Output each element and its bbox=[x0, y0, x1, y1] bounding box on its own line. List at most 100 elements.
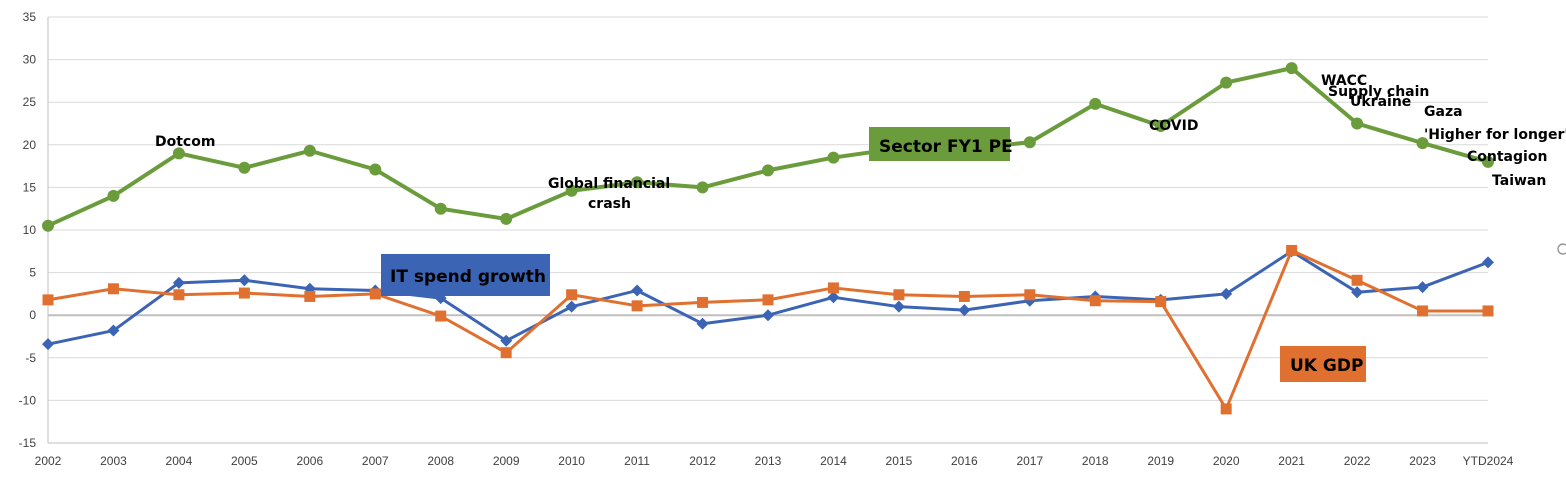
x-tick-label: 2017 bbox=[1016, 454, 1043, 468]
series-sector-fy1-pe bbox=[42, 62, 1494, 232]
data-point bbox=[500, 212, 513, 225]
y-axis-ticks: -15 -10 -5 0 5 10 15 20 25 30 35 bbox=[19, 10, 37, 450]
data-point bbox=[1351, 286, 1364, 299]
data-point bbox=[107, 189, 120, 202]
data-point bbox=[1416, 281, 1429, 294]
x-tick-label: 2004 bbox=[166, 454, 193, 468]
data-point bbox=[42, 294, 54, 306]
data-point bbox=[631, 284, 644, 297]
data-point bbox=[238, 287, 250, 299]
data-point bbox=[173, 289, 185, 301]
resize-handle[interactable] bbox=[1557, 243, 1566, 255]
data-point bbox=[107, 283, 119, 295]
data-point bbox=[500, 334, 513, 347]
data-point bbox=[303, 144, 316, 157]
x-tick-label: 2012 bbox=[689, 454, 716, 468]
data-point bbox=[893, 289, 905, 301]
data-point bbox=[1351, 117, 1364, 130]
x-tick-label: 2018 bbox=[1082, 454, 1109, 468]
data-point bbox=[697, 296, 709, 308]
data-point bbox=[696, 181, 709, 194]
x-tick-label: 2020 bbox=[1213, 454, 1240, 468]
y-tick-label: -10 bbox=[19, 393, 37, 407]
data-point bbox=[1155, 296, 1167, 308]
x-tick-label: 2008 bbox=[427, 454, 454, 468]
x-axis-ticks: 2002 2003 2004 2005 2006 2007 2008 2009 2010 2011… bbox=[35, 454, 1514, 468]
y-tick-label: 25 bbox=[23, 95, 37, 109]
data-point bbox=[565, 300, 578, 313]
x-tick-label: 2010 bbox=[558, 454, 585, 468]
y-tick-label: 35 bbox=[23, 10, 37, 24]
data-point bbox=[631, 300, 643, 312]
x-tick-label: 2016 bbox=[951, 454, 978, 468]
data-point bbox=[827, 291, 840, 304]
annotation-taiwan: Taiwan bbox=[1492, 173, 1546, 189]
x-tick-label: 2023 bbox=[1409, 454, 1436, 468]
annotation-dotcom: Dotcom bbox=[155, 134, 215, 150]
data-point bbox=[369, 288, 381, 300]
x-tick-label: 2002 bbox=[35, 454, 62, 468]
data-point bbox=[238, 161, 251, 174]
data-point bbox=[762, 164, 774, 177]
data-point bbox=[892, 300, 905, 313]
x-tick-label: 2003 bbox=[100, 454, 127, 468]
data-point bbox=[1023, 136, 1036, 149]
data-point bbox=[565, 184, 578, 197]
annotation-ukraine: Ukraine bbox=[1350, 94, 1411, 110]
data-point bbox=[500, 347, 512, 359]
data-point bbox=[696, 317, 709, 330]
annotation-gfc-line1: Global financial bbox=[548, 176, 670, 192]
data-point bbox=[1351, 274, 1363, 286]
x-tick-label: 2006 bbox=[296, 454, 323, 468]
series-label-text: IT spend growth bbox=[390, 267, 546, 287]
data-point bbox=[1220, 76, 1233, 89]
data-point bbox=[1024, 289, 1036, 301]
data-point bbox=[958, 304, 971, 317]
x-tick-label: 2009 bbox=[493, 454, 520, 468]
data-point bbox=[827, 282, 839, 294]
annotation-gfc-line2: crash bbox=[588, 196, 631, 212]
data-point bbox=[369, 163, 382, 176]
data-point bbox=[1482, 155, 1494, 168]
gridlines bbox=[48, 16, 1488, 444]
x-tick-label: 2014 bbox=[820, 454, 847, 468]
data-point bbox=[107, 324, 120, 337]
data-point bbox=[1154, 120, 1167, 133]
series-label-sector-pe: Sector FY1 PE bbox=[869, 127, 1013, 161]
data-point bbox=[827, 151, 840, 164]
x-tick-label: 2015 bbox=[886, 454, 913, 468]
y-tick-label: -15 bbox=[19, 436, 37, 450]
data-point bbox=[1416, 137, 1429, 150]
data-point bbox=[762, 309, 774, 322]
x-tick-label: 2022 bbox=[1344, 454, 1371, 468]
x-tick-label: 2007 bbox=[362, 454, 389, 468]
series-label-text: UK GDP bbox=[1290, 356, 1363, 376]
x-tick-label: 2011 bbox=[624, 454, 650, 468]
data-point bbox=[1482, 256, 1494, 269]
data-point bbox=[762, 294, 774, 306]
data-point bbox=[1220, 287, 1233, 300]
x-tick-label: 2013 bbox=[755, 454, 782, 468]
series-label-text: Sector FY1 PE bbox=[879, 137, 1013, 157]
series-label-it-spend: IT spend growth bbox=[381, 254, 550, 296]
data-point bbox=[435, 310, 447, 322]
annotation-supply-chain: Supply chain bbox=[1328, 84, 1429, 100]
series-label-uk-gdp: UK GDP bbox=[1280, 346, 1366, 382]
series-layer bbox=[42, 62, 1494, 415]
x-tick-label: 2019 bbox=[1147, 454, 1174, 468]
x-tick-label: 2005 bbox=[231, 454, 258, 468]
data-point bbox=[1417, 305, 1429, 317]
annotation-covid: COVID bbox=[1149, 118, 1198, 134]
x-tick-label: 2021 bbox=[1278, 454, 1305, 468]
series-line bbox=[47, 66, 1489, 228]
annotation-gaza: Gaza bbox=[1424, 104, 1463, 120]
annotation-contagion: Contagion bbox=[1467, 149, 1547, 165]
data-point bbox=[1482, 305, 1494, 317]
series-line bbox=[47, 248, 1488, 411]
y-tick-label: 20 bbox=[23, 138, 37, 152]
y-tick-label: 10 bbox=[23, 223, 37, 237]
data-point bbox=[434, 202, 447, 215]
data-point bbox=[1285, 62, 1298, 75]
x-tick-label: YTD2024 bbox=[1463, 454, 1514, 468]
